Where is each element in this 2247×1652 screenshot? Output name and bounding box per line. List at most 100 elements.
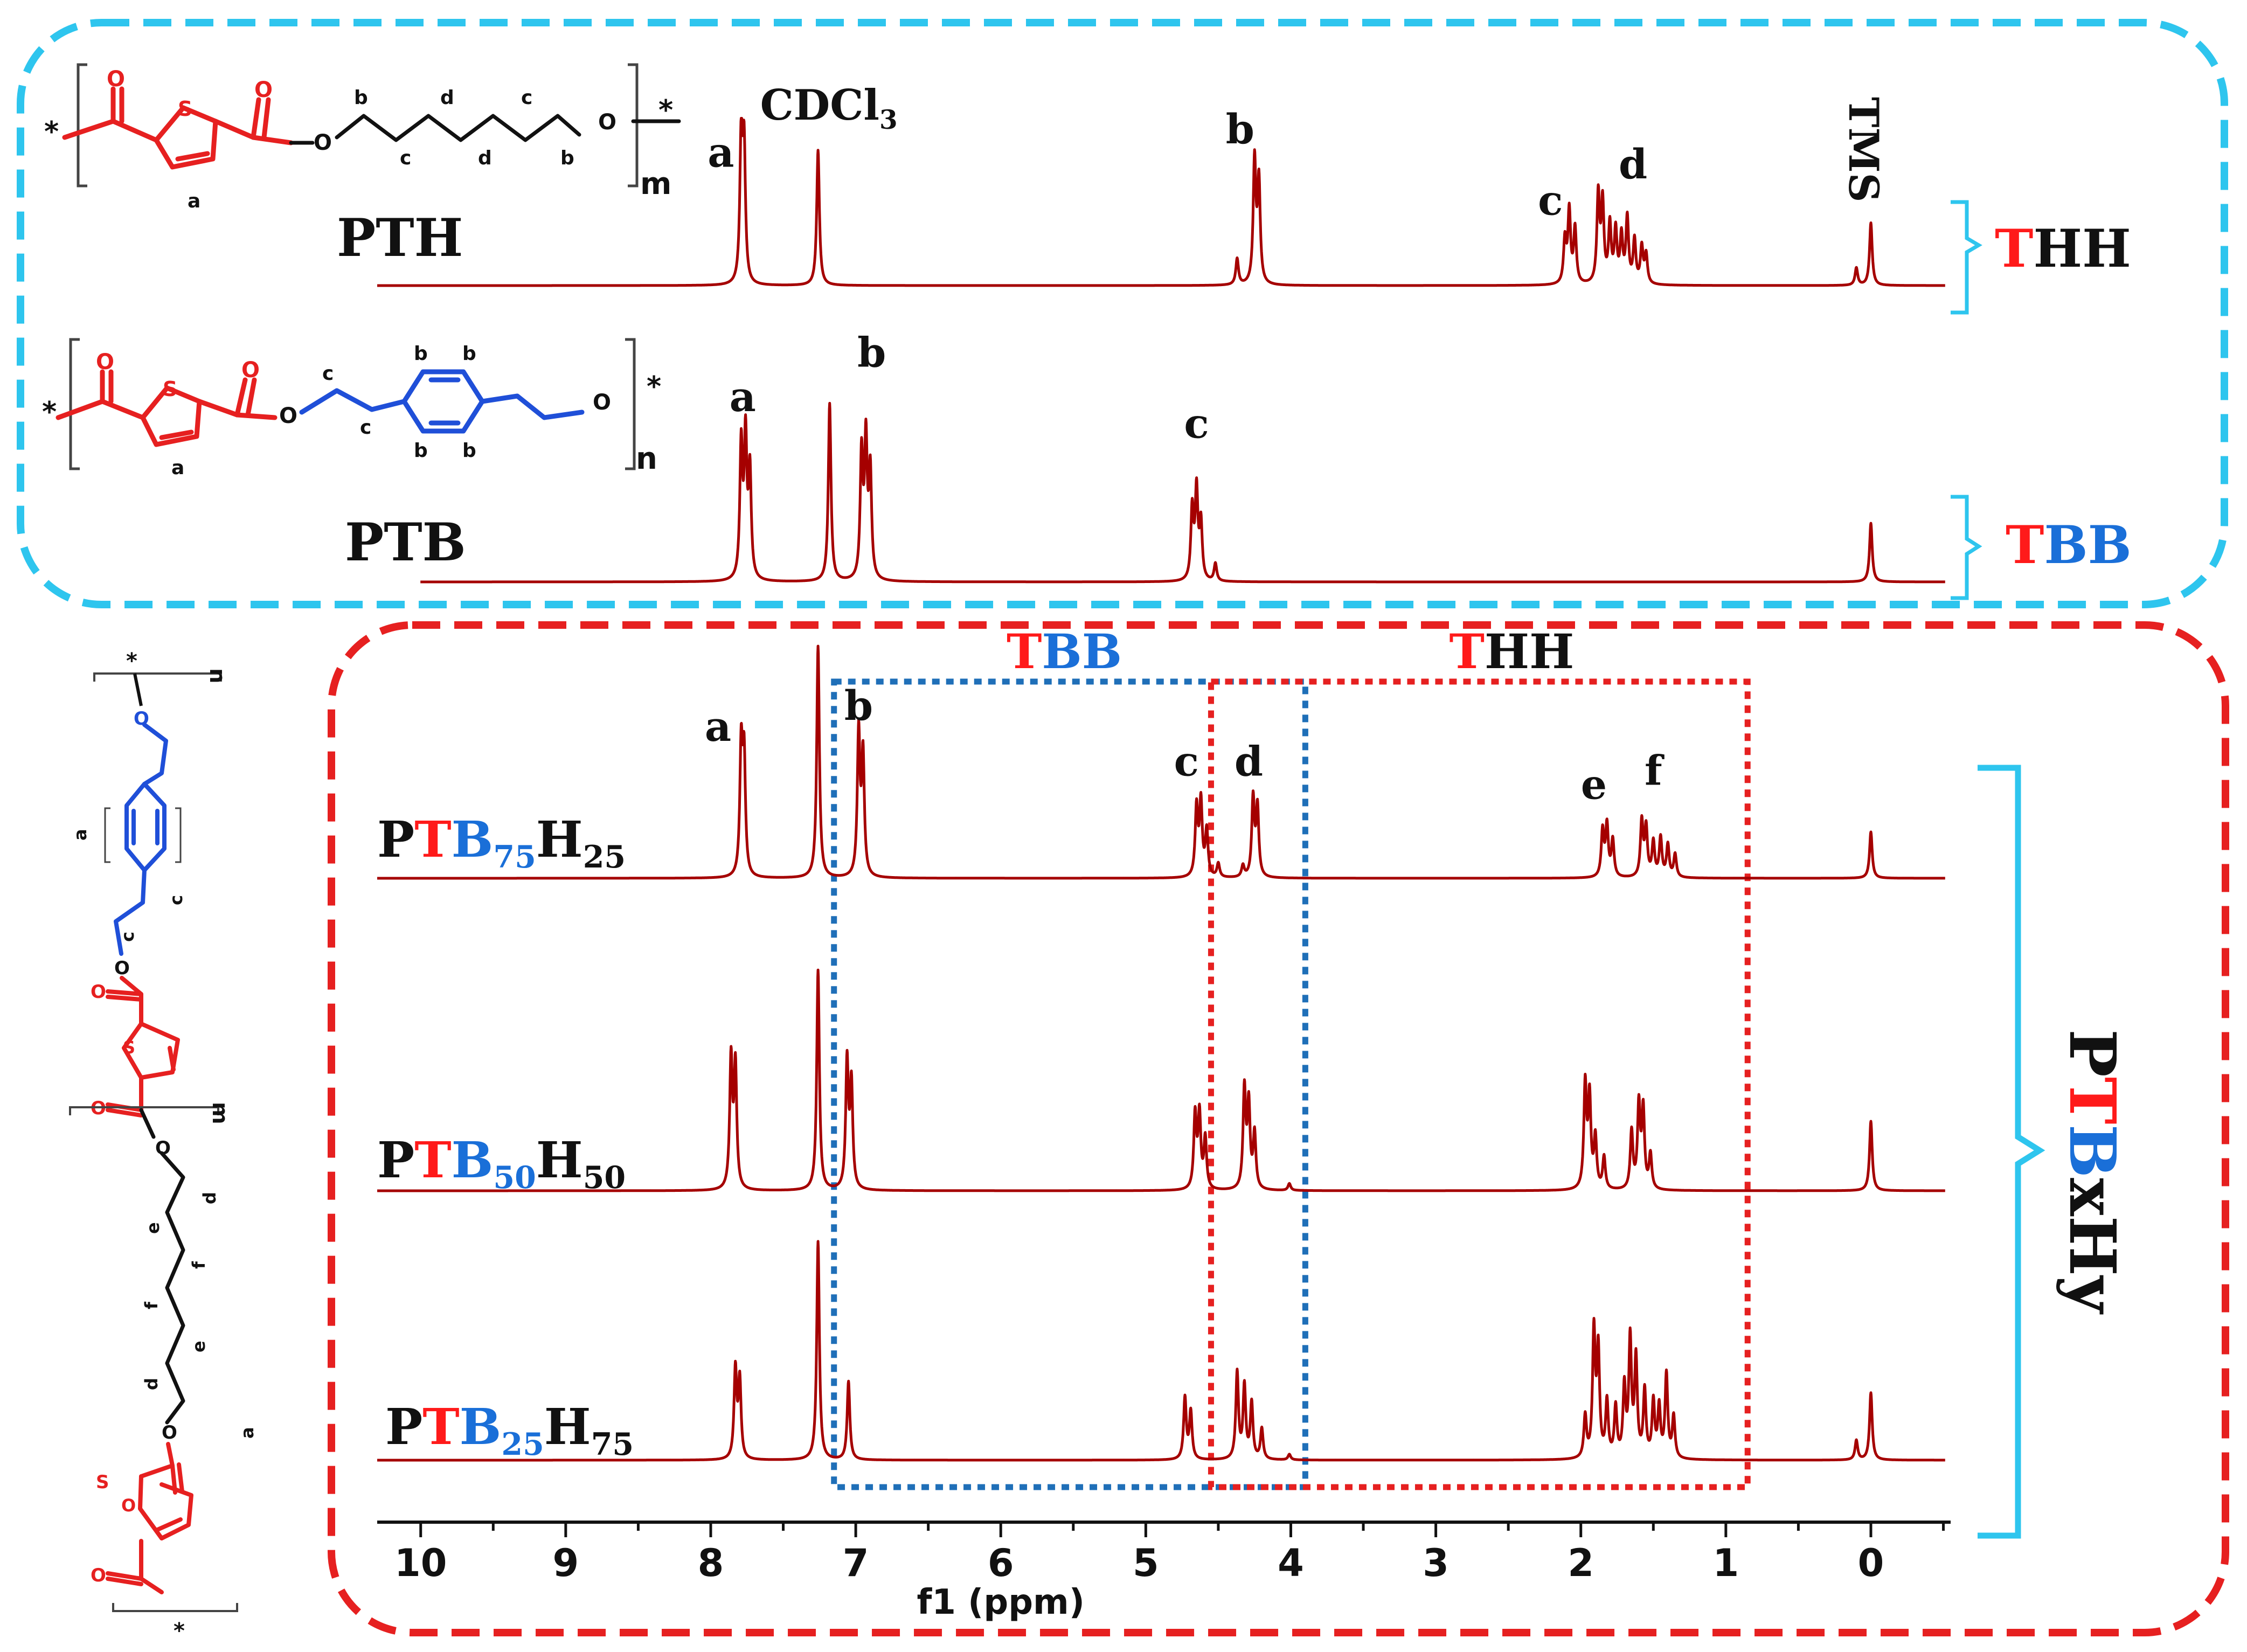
copoly-o-bottom: O — [162, 1422, 177, 1443]
copoly-o-mid2: O — [91, 981, 106, 1003]
spectrum-label-PTH: PTH — [337, 207, 463, 268]
bottom-panel-frame — [328, 621, 2229, 1636]
copoly-label-a-top: a — [70, 829, 91, 841]
ptb-star-right: * — [647, 371, 661, 403]
copolymer-structure: * n O a c c O O S O m — [69, 649, 258, 1643]
pth-chain-b1: b — [354, 87, 368, 109]
cdcl3-label-part-1: 3 — [879, 105, 898, 135]
tbb-region-label-part-0: T — [1007, 623, 1042, 679]
ptb-phenyl-b3: b — [414, 440, 428, 462]
copoly-label-e1: e — [143, 1222, 163, 1234]
thh-group-label: THH — [1995, 218, 2131, 279]
spectra-traces — [376, 117, 1946, 1462]
pth-ring-label-a: a — [188, 190, 200, 212]
cdcl3-label: CDCl3 — [760, 81, 898, 135]
tbb-group-label: TBB — [2006, 515, 2132, 575]
spectrum-label-PTB25H75-part-5: 75 — [591, 1426, 634, 1462]
ptb-repeat-n: n — [636, 441, 657, 476]
spectrum-label-PTB25H75-part-2: B — [460, 1398, 502, 1456]
x-tick-label: 4 — [1278, 1541, 1304, 1585]
peak-label-PTH-d: d — [1619, 140, 1647, 188]
peak-label-PTH-a: a — [708, 128, 734, 176]
copoly-o-bottom2: S — [96, 1471, 109, 1493]
spectrum-label-PTB50H50-part-4: H — [536, 1131, 583, 1189]
spectrum-label-PTB75H25-part-1: T — [414, 810, 451, 869]
tms-label: TMS — [1840, 97, 1888, 203]
spectrum-label-PTB75H25-part-0: P — [377, 810, 414, 869]
peak-label-PTB-c: c — [1184, 400, 1209, 448]
tbb-group-label-part-1: BB — [2044, 515, 2131, 575]
pth-star-left: * — [44, 116, 59, 148]
spectrum-label-PTB25H75-part-0: P — [385, 1398, 422, 1456]
peak-label-PTB75H25-a: a — [705, 703, 731, 751]
copoly-label-a-bottom: a — [237, 1427, 258, 1439]
copoly-label-d2: d — [141, 1378, 162, 1390]
copoly-star-bottom: * — [174, 1619, 185, 1643]
pth-chain-d2: d — [478, 147, 492, 169]
tbb-bracket — [1951, 495, 1982, 600]
copoly-label-f1: f — [189, 1261, 209, 1269]
spectrum-label-PTH-part-0: PTH — [337, 207, 463, 268]
pth-o2: O — [254, 78, 273, 102]
x-tick-label: 1 — [1712, 1541, 1739, 1585]
x-axis: 10 9 8 7 6 5 4 3 2 1 0f1 (ppm) — [377, 1521, 1951, 1622]
spectrum-label-PTB: PTB — [345, 512, 466, 573]
thh-region-label-part-1: HH — [1485, 623, 1574, 679]
spectrum-label-PTB75H25-part-5: 25 — [583, 839, 626, 875]
ptb-phenyl-b4: b — [462, 440, 476, 462]
x-axis-title: f1 (ppm) — [917, 1582, 1085, 1622]
tbb-region-label: TBB — [1007, 623, 1122, 679]
copoly-o-bottom3: O — [91, 1565, 106, 1586]
copoly-o-mid4: O — [155, 1137, 171, 1159]
pth-chain-c2: c — [521, 87, 532, 109]
peak-label-PTH-c: c — [1538, 177, 1563, 225]
copoly-label-e2: e — [189, 1341, 209, 1352]
ptb-o3: O — [279, 404, 297, 428]
spectrum-label-PTB-part-0: PTB — [345, 512, 466, 573]
copoly-s-bottom: O — [121, 1495, 136, 1516]
peak-label-PTB75H25-b: b — [844, 682, 873, 730]
pth-structure: m * * O S O a O O b c d c d b — [44, 63, 681, 212]
cdcl3-label-part-0: CDCl — [760, 81, 879, 130]
copoly-label-d1: d — [199, 1192, 220, 1204]
thh-group-label-part-0: T — [1995, 218, 2033, 279]
x-tick-label: 9 — [553, 1541, 579, 1585]
ptbxhy-group-label-part-2: B — [2055, 1125, 2130, 1178]
thh-bracket — [1951, 200, 1982, 315]
tbb-region-box — [831, 678, 1308, 1490]
x-tick-label: 6 — [988, 1541, 1014, 1585]
peak-label-PTB75H25-d: d — [1235, 737, 1263, 785]
spectrum-PTB25H75 — [376, 1240, 1946, 1462]
ptb-phenyl-b1: b — [414, 343, 428, 365]
x-tick-label: 10 — [394, 1541, 447, 1585]
pth-chain-b2: b — [560, 147, 574, 169]
spectrum-label-PTB25H75-part-1: T — [422, 1398, 459, 1456]
thh-region-label: THH — [1449, 623, 1574, 679]
tbb-group-label-part-0: T — [2006, 515, 2044, 575]
copoly-label-f2: f — [141, 1301, 162, 1309]
copoly-repeat-m: m — [207, 1102, 232, 1125]
peak-label-PTB75H25-c: c — [1174, 737, 1199, 785]
thh-group-label-part-1: HH — [2033, 218, 2131, 279]
spectrum-label-PTB50H50-part-0: P — [377, 1131, 414, 1189]
peak-label-PTB-b: b — [857, 329, 886, 377]
ptb-o1: O — [96, 350, 114, 374]
pth-o3: O — [314, 130, 332, 155]
ptb-o2: O — [241, 358, 260, 383]
thh-region-box — [1208, 678, 1751, 1490]
spectrum-label-PTB50H50-part-2: B — [452, 1131, 494, 1189]
spectrum-label-PTB50H50: PTB50H50 — [377, 1131, 626, 1196]
copoly-star-top: * — [126, 649, 137, 674]
spectrum-label-PTB50H50-part-1: T — [414, 1131, 451, 1189]
ptb-chain-c1: c — [322, 363, 334, 385]
spectrum-PTB50H50 — [376, 968, 1946, 1192]
peak-label-PTH-b: b — [1226, 105, 1254, 153]
x-tick-label: 8 — [698, 1541, 724, 1585]
x-tick-label: 5 — [1133, 1541, 1159, 1585]
spectrum-PTB75H25 — [376, 644, 1946, 880]
ptbxhy-group-label-part-3: xHy — [2055, 1178, 2130, 1315]
pth-chain-d1: d — [440, 87, 454, 109]
copoly-label-c1: c — [166, 895, 186, 905]
